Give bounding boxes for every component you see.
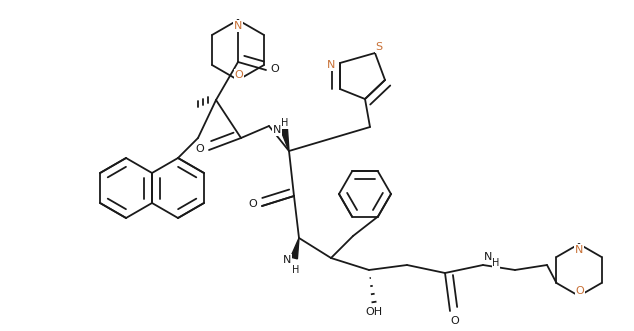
Text: H: H — [281, 118, 288, 128]
Text: N: N — [283, 255, 291, 265]
Text: N: N — [575, 245, 583, 255]
Text: O: O — [249, 199, 257, 209]
Polygon shape — [290, 238, 299, 259]
Text: N: N — [234, 21, 242, 31]
Text: N: N — [327, 60, 335, 70]
Text: OH: OH — [365, 307, 382, 317]
Text: N: N — [484, 252, 492, 262]
Text: O: O — [576, 286, 585, 296]
Text: H: H — [292, 265, 300, 275]
Text: S: S — [375, 42, 382, 52]
Text: O: O — [196, 144, 204, 154]
Text: N: N — [273, 125, 281, 135]
Text: O: O — [235, 70, 243, 80]
Polygon shape — [281, 128, 289, 151]
Text: O: O — [271, 64, 280, 74]
Text: H: H — [493, 258, 500, 268]
Text: O: O — [451, 316, 460, 326]
